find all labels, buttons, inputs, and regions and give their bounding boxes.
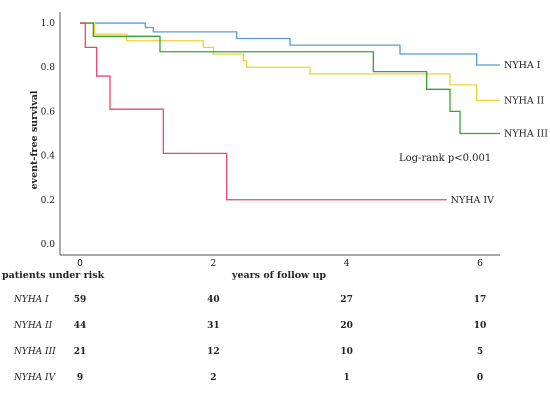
series-line-nyha-ii: [80, 22, 500, 102]
risk-row-label: NYHA IV: [13, 373, 57, 383]
risk-table-header: patients under risk: [2, 270, 105, 281]
risk-row-value: 9: [77, 373, 83, 383]
series-label: NYHA I: [504, 60, 541, 71]
risk-row-value: 12: [207, 347, 220, 357]
risk-row-value: 27: [340, 295, 353, 305]
risk-row-value: 44: [74, 321, 87, 331]
series-line-nyha-iii: [80, 22, 500, 135]
risk-row-value: 5: [477, 347, 483, 357]
risk-row-label: NYHA III: [13, 347, 56, 357]
x-tick-label: 4: [344, 259, 350, 269]
risk-row-value: 0: [477, 373, 483, 383]
y-tick-label: 0.6: [41, 107, 56, 117]
risk-row-value: 10: [474, 321, 487, 331]
risk-row-label: NYHA I: [13, 295, 49, 305]
series-line-nyha-i: [80, 22, 500, 66]
risk-row-value: 1: [344, 373, 350, 383]
axes: [59, 12, 500, 256]
risk-row-value: 20: [340, 321, 353, 331]
y-tick-label: 0.0: [41, 240, 56, 250]
risk-row-value: 31: [207, 321, 220, 331]
x-axis-title: years of follow up: [231, 270, 326, 281]
series-label: NYHA IV: [451, 195, 495, 206]
series-label: NYHA III: [504, 129, 548, 140]
y-tick-label: 0.2: [41, 196, 55, 206]
series-line-nyha-iv: [80, 22, 447, 201]
risk-row-label: NYHA II: [13, 321, 53, 331]
risk-row-value: 40: [207, 295, 220, 305]
x-tick-label: 2: [210, 259, 216, 269]
y-tick-label: 0.8: [41, 63, 56, 73]
logrank-annotation: Log-rank p<0.001: [399, 153, 491, 164]
risk-row-value: 10: [340, 347, 353, 357]
y-tick-labels: 0.0 0.2 0.4 0.6 0.8 1.0: [41, 19, 56, 250]
x-tick-label: 0: [77, 259, 83, 269]
y-axis-title: event-free survival: [29, 90, 40, 189]
y-tick-label: 0.4: [41, 152, 56, 162]
risk-row-value: 17: [474, 295, 487, 305]
risk-row-value: 21: [74, 347, 87, 357]
y-tick-label: 1.0: [41, 19, 56, 29]
x-tick-labels: 0 2 4 6: [77, 259, 483, 269]
risk-row-value: 59: [74, 295, 87, 305]
risk-row-value: 2: [210, 373, 216, 383]
series-label: NYHA II: [504, 95, 545, 106]
series-labels: NYHA I NYHA II NYHA III NYHA IV: [451, 60, 549, 206]
x-tick-label: 6: [477, 259, 483, 269]
series-lines: [80, 22, 500, 201]
